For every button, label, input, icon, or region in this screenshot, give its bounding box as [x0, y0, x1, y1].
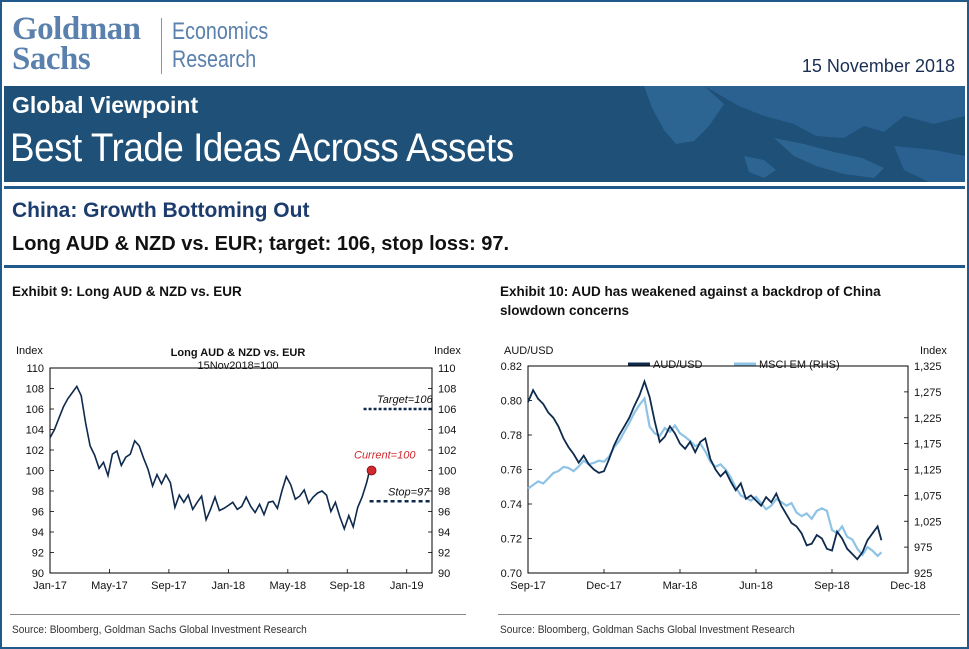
y-tick-label-left: 0.76 [501, 465, 522, 477]
trade-idea: Long AUD & NZD vs. EUR; target: 106, sto… [12, 233, 510, 255]
exhibit-10-source-rule [498, 614, 960, 615]
y-tick-label-left: 92 [32, 548, 44, 560]
econ-line-1: Economics [172, 18, 269, 45]
y-tick-label-right: 96 [438, 507, 450, 519]
exhibit-10-title: Exhibit 10: AUD has weakened against a b… [500, 282, 881, 320]
target-label: Target=106 [377, 394, 433, 406]
y-tick-label-left: 96 [32, 507, 44, 519]
y-tick-label-right: 1,275 [914, 387, 942, 399]
banner-title: Best Trade Ideas Across Assets [10, 126, 514, 170]
series-line-msci-em [527, 396, 883, 558]
y-tick-label-left: 0.74 [501, 499, 522, 511]
y-axis-label-left: AUD/USD [504, 345, 554, 357]
y-tick-label-left: 0.70 [501, 568, 522, 580]
logo-line-1: Goldman [12, 11, 141, 47]
y-tick-label-right: 1,175 [914, 439, 942, 451]
title-banner: Global Viewpoint Best Trade Ideas Across… [4, 86, 965, 182]
x-tick-label: Sep-18 [330, 580, 365, 592]
y-tick-label-right: 94 [438, 527, 450, 539]
x-tick-label: May-17 [91, 580, 128, 592]
y-tick-label-right: 108 [438, 384, 456, 396]
x-tick-label: Sep-17 [510, 580, 545, 592]
exhibit-10-title-line-1: Exhibit 10: AUD has weakened against a b… [500, 284, 881, 299]
legend-label-msci-em: MSCI EM (RHS) [759, 359, 840, 371]
y-tick-label-right: 925 [914, 568, 932, 580]
current-marker [366, 465, 377, 476]
x-tick-label: Sep-17 [151, 580, 186, 592]
y-tick-label-right: 1,075 [914, 490, 942, 502]
logo-divider [161, 18, 162, 74]
y-tick-label-left: 100 [26, 466, 44, 478]
exhibit-9-source: Source: Bloomberg, Goldman Sachs Global … [12, 624, 307, 636]
x-tick-label: Jun-18 [739, 580, 773, 592]
section-header: China: Growth Bottoming Out Long AUD & N… [4, 186, 965, 268]
exhibit-9-title: Exhibit 9: Long AUD & NZD vs. EUR [12, 284, 242, 299]
y-tick-label-left: 90 [32, 568, 44, 580]
x-tick-label: Dec-17 [586, 580, 621, 592]
current-label: Current=100 [354, 450, 416, 462]
y-axis-label-right: Index [434, 345, 461, 357]
stop-label: Stop=97 [388, 486, 430, 498]
econ-line-2: Research [172, 46, 257, 73]
exhibit-9-chart: 90 90 92 92 94 94 96 96 98 98 100 100 102 102 104 104 10… [16, 345, 461, 592]
y-tick-label-left: 98 [32, 486, 44, 498]
y-tick-label-right: 975 [914, 542, 932, 554]
exhibit-10-source: Source: Bloomberg, Goldman Sachs Global … [500, 624, 795, 636]
y-tick-label-right: 98 [438, 486, 450, 498]
legend-label-aud-usd: AUD/USD [653, 359, 703, 371]
y-tick-label-right: 92 [438, 548, 450, 560]
economics-research-label: Economics Research [172, 18, 268, 74]
section-title: China: Growth Bottoming Out [12, 199, 310, 222]
y-tick-label-left: 102 [26, 445, 44, 457]
x-tick-label: Jan-19 [390, 580, 424, 592]
logo-line-2: Sachs [12, 41, 91, 77]
y-tick-label-right: 1,025 [914, 516, 942, 528]
y-tick-label-right: 104 [438, 425, 456, 437]
y-tick-label-left: 94 [32, 527, 44, 539]
exhibit-10-title-line-2: slowdown concerns [500, 303, 630, 318]
x-tick-label: Jan-18 [212, 580, 246, 592]
y-tick-label-left: 0.82 [501, 361, 522, 373]
series-line-aud-usd [527, 378, 883, 561]
chart-subtitle: 15Nov2018=100 [197, 360, 278, 372]
y-tick-label-right: 102 [438, 445, 456, 457]
y-tick-label-right: 90 [438, 568, 450, 580]
x-tick-label: May-18 [269, 580, 306, 592]
series-line-long-aud-nzd-eur [49, 384, 371, 532]
exhibit-10-chart: 0.70 0.72 0.74 0.76 0.78 0.80 0.82 925 975 1,025 1… [501, 345, 948, 592]
report-date: 15 November 2018 [801, 56, 955, 76]
goldman-sachs-logo: Goldman Sachs [12, 11, 152, 80]
y-tick-label-right: 1,325 [914, 361, 942, 373]
chart-title: Long AUD & NZD vs. EUR [171, 347, 306, 359]
x-tick-label: Jan-17 [33, 580, 67, 592]
y-tick-label-left: 110 [26, 363, 44, 375]
y-tick-label-right: 1,225 [914, 413, 942, 425]
y-tick-label-left: 108 [26, 384, 44, 396]
plot-frame [527, 365, 909, 574]
y-tick-label-left: 104 [26, 425, 44, 437]
y-axis-label-right: Index [920, 345, 947, 357]
y-axis-label-left: Index [16, 345, 43, 357]
y-tick-label-right: 1,125 [914, 465, 942, 477]
report-header: Goldman Sachs Economics Research 15 Nove… [4, 4, 965, 84]
exhibit-9-source-rule [10, 614, 466, 615]
y-tick-label-left: 0.78 [501, 430, 522, 442]
y-tick-label-right: 100 [438, 466, 456, 478]
banner-series: Global Viewpoint [12, 92, 199, 118]
y-tick-label-left: 106 [26, 404, 44, 416]
world-map-decoration [644, 86, 965, 182]
y-tick-label-left: 0.80 [501, 396, 522, 408]
y-tick-label-right: 106 [438, 404, 456, 416]
x-tick-label: Mar-18 [663, 580, 698, 592]
x-tick-label: Dec-18 [890, 580, 925, 592]
y-tick-label-left: 0.72 [501, 534, 522, 546]
y-tick-label-right: 110 [438, 363, 456, 375]
x-tick-label: Sep-18 [814, 580, 849, 592]
